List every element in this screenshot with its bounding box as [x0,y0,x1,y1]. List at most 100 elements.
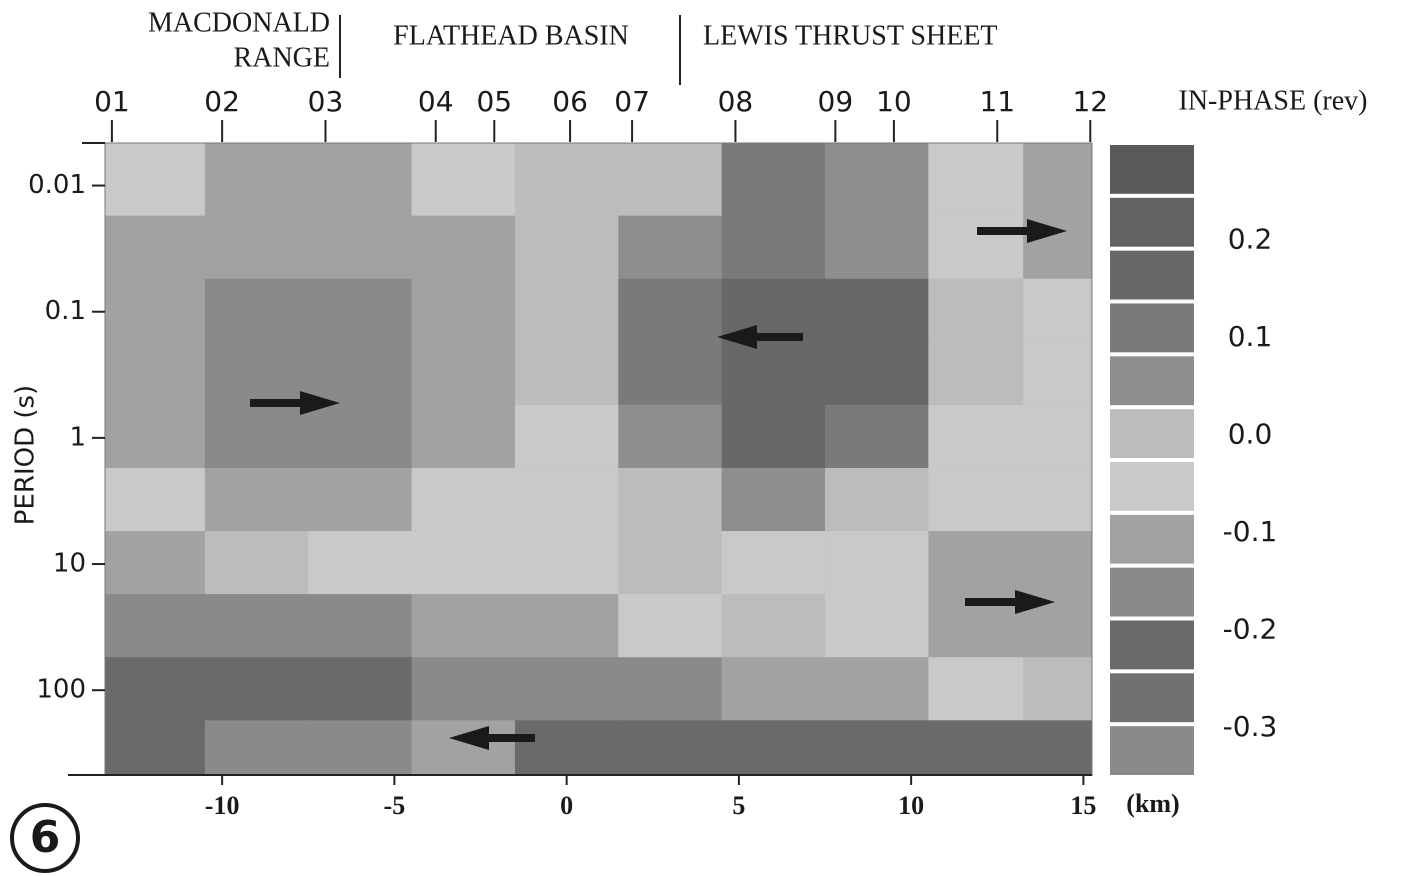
region-label: MACDONALD [148,7,330,38]
heatmap-cell [308,342,412,406]
heatmap [105,143,1093,776]
chart: 6 (km) PERIOD (s) IN-PHASE (rev) 0.010.1… [0,0,1412,876]
x-tick-label: 15 [1070,791,1096,820]
colorbar-swatch [1110,251,1194,300]
heatmap-cell [722,657,826,721]
colorbar-tick-label: 0.2 [1228,223,1273,256]
heatmap-cell [308,468,412,532]
heatmap-cell [1023,143,1092,216]
heatmap-cell [825,657,929,721]
region-label: FLATHEAD BASIN [393,20,629,51]
heatmap-cell [722,594,826,658]
heatmap-cell [515,657,619,721]
station-label: 05 [476,85,512,118]
heatmap-cell [722,342,826,406]
heatmap-cell [308,216,412,280]
x-tick-label: 5 [732,791,745,820]
colorbar-swatch [1110,621,1194,670]
colorbar-swatch [1110,356,1194,405]
station-label: 12 [1072,85,1108,118]
heatmap-cell [618,531,722,595]
heatmap-cell [618,279,722,343]
heatmap-cell [105,720,205,775]
y-tick-label: 0.01 [28,170,86,200]
colorbar-tick-label: -0.1 [1223,515,1278,548]
heatmap-cell [1023,405,1092,469]
heatmap-cell [825,594,929,658]
region-label: LEWIS THRUST SHEET [703,20,998,51]
station-label: 07 [614,85,650,118]
heatmap-cell [928,342,1023,406]
heatmap-cell [105,342,205,406]
heatmap-cell [515,405,619,469]
colorbar-tick-label: -0.2 [1223,613,1278,646]
heatmap-cell [308,405,412,469]
heatmap-cell [412,468,516,532]
heatmap-cell [825,143,929,216]
heatmap-cell [308,720,412,775]
colorbar-swatch [1110,462,1194,511]
station-label: 02 [204,85,240,118]
colorbar-swatch [1110,568,1194,617]
heatmap-cell [1023,657,1092,721]
y-tick-label: 0.1 [45,296,86,326]
heatmap-cell [308,143,412,216]
heatmap-cell [308,531,412,595]
y-tick-label: 10 [53,549,86,579]
heatmap-cell [412,657,516,721]
panel-label: 6 [30,812,61,863]
heatmap-cell [928,143,1023,216]
heatmap-cell [205,531,309,595]
heatmap-cell [205,216,309,280]
y-tick-label: 1 [69,422,86,452]
heatmap-cell [205,594,309,658]
heatmap-cell [825,216,929,280]
y-tick-label: 100 [36,675,86,705]
heatmap-cell [412,216,516,280]
colorbar-swatch [1110,673,1194,722]
heatmap-cell [928,468,1023,532]
heatmap-cell [105,143,205,216]
heatmap-cell [722,143,826,216]
heatmap-cell [928,657,1023,721]
colorbar-swatch [1110,198,1194,247]
heatmap-cell [618,143,722,216]
colorbar-tick-label: 0.0 [1228,418,1273,451]
heatmap-cell [105,594,205,658]
x-tick-label: -10 [205,791,240,820]
heatmap-cell [618,342,722,406]
colorbar-swatch [1110,726,1194,775]
heatmap-cell [825,720,929,775]
heatmap-cell [105,405,205,469]
heatmap-cell [412,405,516,469]
heatmap-cell [412,531,516,595]
colorbar-swatch [1110,304,1194,353]
x-tick-label: -5 [384,791,406,820]
heatmap-cell [515,531,619,595]
station-label: 06 [552,85,588,118]
heatmap-cell [722,531,826,595]
region-label: RANGE [234,42,330,73]
colorbar-tick-label: -0.3 [1223,710,1278,743]
colorbar-swatch [1110,515,1194,564]
heatmap-cell [825,279,929,343]
heatmap-cell [515,594,619,658]
station-label: 04 [418,85,454,118]
x-axis-label: (km) [1126,789,1179,818]
heatmap-cell [618,468,722,532]
heatmap-cell [515,216,619,280]
heatmap-cell [412,594,516,658]
heatmap-cell [205,405,309,469]
x-tick-label: 10 [898,791,924,820]
heatmap-cell [515,279,619,343]
heatmap-cell [515,720,619,775]
heatmap-cell [308,657,412,721]
heatmap-cell [105,216,205,280]
heatmap-cell [722,216,826,280]
heatmap-cell [618,657,722,721]
heatmap-cell [825,468,929,532]
heatmap-cell [1023,468,1092,532]
heatmap-cell [308,594,412,658]
heatmap-cell [618,405,722,469]
heatmap-cell [412,342,516,406]
